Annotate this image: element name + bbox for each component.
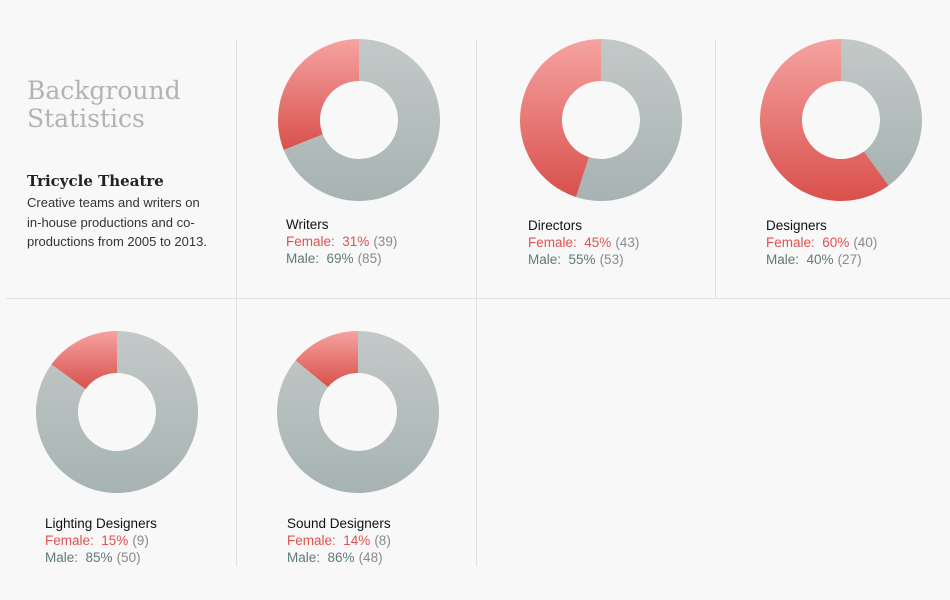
donut-svg (278, 39, 440, 201)
chart-title: Lighting Designers (45, 516, 157, 531)
legend-male: Male: 86% (48) (287, 550, 383, 565)
donut-slice-female (51, 331, 117, 390)
description: Creative teams and writers on in-house p… (27, 195, 207, 249)
female-count: (8) (374, 533, 391, 548)
legend-sound-designers: Sound Designers Female: 14% (8) Male: 86%… (287, 515, 391, 566)
row-divider (6, 298, 950, 299)
female-label: Female (766, 235, 812, 250)
female-label: Female (45, 533, 91, 548)
male-label: Male (766, 252, 796, 267)
male-percent: 85% (85, 550, 113, 565)
donut-slice-male (35, 331, 199, 493)
donut-svg (520, 39, 682, 202)
legend-lighting-designers: Lighting Designers Female: 15% (9) Male: … (45, 515, 157, 566)
donut-chart-writers (276, 37, 442, 203)
legend-female: Female: 14% (8) (287, 533, 391, 548)
donut-slice-female (278, 39, 359, 150)
legend-male: Male: 40% (27) (766, 252, 862, 267)
male-percent: 69% (326, 251, 354, 266)
donut-svg (277, 331, 439, 493)
female-label: Female (528, 235, 574, 250)
donut-svg (760, 39, 922, 201)
female-count: (9) (132, 533, 149, 548)
legend-female: Female: 45% (43) (528, 235, 640, 250)
male-count: (53) (599, 252, 624, 267)
donut-slice-male (283, 39, 440, 201)
column-divider (715, 40, 716, 298)
legend-directors: Directors Female: 45% (43) Male: 55% (53) (528, 217, 639, 268)
male-count: (50) (116, 550, 141, 565)
donut-svg (35, 331, 199, 493)
chart-title: Writers (286, 217, 329, 232)
legend-female: Female: 15% (9) (45, 533, 149, 548)
female-percent: 14% (343, 533, 371, 548)
page-title-line-1: Background (27, 76, 181, 105)
donut-chart-sound-designers (275, 329, 441, 495)
donut-slice-male (575, 39, 682, 202)
donut-chart-lighting-designers (34, 329, 200, 495)
female-percent: 45% (584, 235, 612, 250)
column-divider (476, 40, 477, 566)
male-percent: 40% (806, 252, 834, 267)
donut-slice-female (760, 39, 889, 201)
female-count: (39) (373, 234, 398, 249)
male-label: Male (287, 550, 317, 565)
donut-slice-male (277, 331, 439, 493)
page-title: Background Statistics (27, 77, 217, 133)
legend-male: Male: 85% (50) (45, 550, 141, 565)
legend-designers: Designers Female: 60% (40) Male: 40% (27) (766, 217, 877, 268)
female-label: Female (286, 234, 332, 249)
donut-chart-designers (758, 37, 924, 203)
chart-title: Sound Designers (287, 516, 391, 531)
donut-slice-female (295, 331, 358, 388)
legend-writers: Writers Female: 31% (39) Male: 69% (85) (286, 216, 397, 267)
column-divider (236, 40, 237, 566)
female-count: (40) (853, 235, 878, 250)
female-percent: 60% (822, 235, 850, 250)
legend-female: Female: 60% (40) (766, 235, 878, 250)
male-percent: 86% (327, 550, 355, 565)
male-count: (85) (357, 251, 382, 266)
donut-chart-directors (518, 37, 684, 203)
subtitle: Tricycle Theatre (27, 172, 164, 190)
chart-title: Designers (766, 218, 827, 233)
male-percent: 55% (568, 252, 596, 267)
legend-male: Male: 69% (85) (286, 251, 382, 266)
female-percent: 15% (101, 533, 129, 548)
page-title-line-2: Statistics (27, 104, 145, 133)
legend-female: Female: 31% (39) (286, 234, 398, 249)
female-count: (43) (615, 235, 640, 250)
legend-male: Male: 55% (53) (528, 252, 624, 267)
male-count: (48) (358, 550, 383, 565)
male-label: Male (286, 251, 316, 266)
donut-slice-male (841, 39, 922, 186)
female-label: Female (287, 533, 333, 548)
male-label: Male (528, 252, 558, 267)
male-count: (27) (837, 252, 862, 267)
donut-slice-female (520, 39, 601, 198)
male-label: Male (45, 550, 75, 565)
female-percent: 31% (342, 234, 370, 249)
chart-title: Directors (528, 218, 583, 233)
